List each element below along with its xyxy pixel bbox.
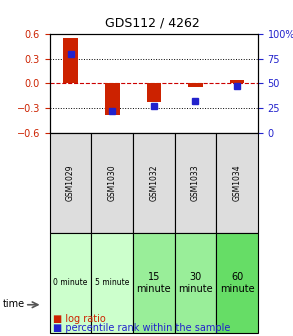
FancyBboxPatch shape <box>216 133 258 233</box>
Text: 60
minute: 60 minute <box>220 272 254 294</box>
Text: GSM1030: GSM1030 <box>108 165 117 202</box>
Text: 0 minute: 0 minute <box>53 278 88 287</box>
Bar <box>146 83 161 102</box>
Text: GSM1032: GSM1032 <box>149 165 158 201</box>
Text: GDS112 / 4262: GDS112 / 4262 <box>105 17 200 30</box>
FancyBboxPatch shape <box>133 133 175 233</box>
Text: 30
minute: 30 minute <box>178 272 213 294</box>
FancyBboxPatch shape <box>216 233 258 333</box>
Text: GSM1033: GSM1033 <box>191 165 200 202</box>
FancyBboxPatch shape <box>133 233 175 333</box>
FancyBboxPatch shape <box>175 133 216 233</box>
Text: ■ percentile rank within the sample: ■ percentile rank within the sample <box>53 323 230 333</box>
FancyBboxPatch shape <box>50 133 91 233</box>
FancyBboxPatch shape <box>175 233 216 333</box>
Text: time: time <box>3 299 25 309</box>
Text: GSM1034: GSM1034 <box>233 165 241 202</box>
Bar <box>63 38 78 83</box>
FancyBboxPatch shape <box>50 233 91 333</box>
Bar <box>230 80 244 83</box>
Text: ■ log ratio: ■ log ratio <box>53 314 105 324</box>
Bar <box>105 83 120 115</box>
FancyBboxPatch shape <box>91 133 133 233</box>
Text: 15
minute: 15 minute <box>137 272 171 294</box>
Text: GSM1029: GSM1029 <box>66 165 75 201</box>
Bar <box>188 83 203 87</box>
Text: 5 minute: 5 minute <box>95 278 130 287</box>
FancyBboxPatch shape <box>91 233 133 333</box>
